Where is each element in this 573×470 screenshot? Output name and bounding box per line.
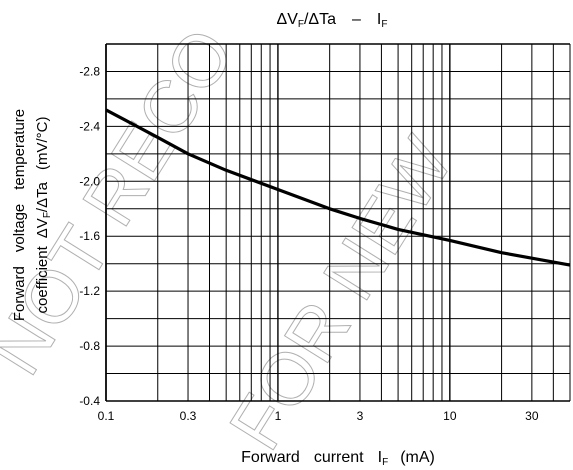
x-tick-label: 0.3 [180,409,197,423]
x-tick-label: 30 [525,409,539,423]
y-tick-label: -2.4 [79,119,100,133]
y-tick-label: -2.0 [79,174,100,188]
x-tick-label: 10 [443,409,457,423]
plot-frame [105,43,570,402]
series-line [105,108,571,267]
y-tick-label: -0.4 [79,394,100,408]
y-axis-label-line1: Forwardvoltagetemperature [11,109,28,321]
x-tick-label: 0.1 [98,409,115,423]
y-tick-labels: -0.4 -0.8 -1.2 -1.6 -2.0 -2.4 -2.8 [79,64,100,408]
y-axis-label: Forwardvoltagetemperature coefficientΔVF… [11,109,53,321]
x-tick-label: 3 [357,409,364,423]
chart-title: ΔVF/ΔTa – IF [277,11,388,30]
x-axis-label: Forward current IF (mA) [241,449,435,468]
y-tick-label: -2.8 [79,64,100,78]
y-axis-label-line2: coefficientΔVF/ΔTa(mV/°C) [34,117,53,314]
series-group [105,108,571,267]
x-tick-label: 1 [275,409,282,423]
y-tick-label: -1.6 [79,229,100,243]
x-tick-labels: 0.1 0.3 1 3 10 30 [98,409,539,423]
grid [105,43,571,402]
y-tick-label: -0.8 [79,339,100,353]
y-tick-label: -1.2 [79,284,100,298]
